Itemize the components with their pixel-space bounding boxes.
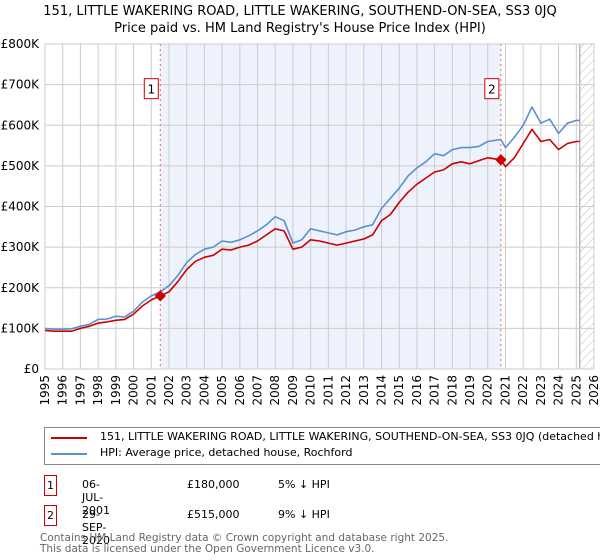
x-tick-label: 2024 — [552, 375, 566, 406]
x-tick-label: 2008 — [268, 375, 282, 406]
y-tick-label: £500K — [1, 159, 41, 173]
sale-label-box — [143, 78, 159, 100]
sale-point[interactable] — [154, 290, 166, 302]
x-tick-label: 2017 — [428, 375, 442, 406]
x-tick-label: 2016 — [410, 375, 424, 406]
y-tick-label: £700K — [1, 78, 41, 92]
x-tick-label: 2005 — [215, 375, 229, 406]
x-tick-label: 2003 — [180, 375, 194, 406]
x-tick-label: 2012 — [339, 375, 353, 406]
y-tick-label: £600K — [1, 118, 41, 132]
x-tick-label: 2023 — [534, 375, 548, 406]
x-tick-label: 1995 — [38, 375, 52, 406]
x-tick-label: 2019 — [463, 375, 477, 406]
x-tick-label: 2002 — [162, 375, 176, 406]
legend-swatch-hpi — [51, 453, 87, 455]
chart-subtitle: Price paid vs. HM Land Registry's House … — [114, 21, 486, 36]
sale-hpi-diff: 9% ↓ HPI — [278, 508, 330, 521]
legend-swatch-price — [51, 437, 87, 439]
y-tick-label: £300K — [1, 240, 41, 254]
legend: 151, LITTLE WAKERING ROAD, LITTLE WAKERI… — [44, 427, 600, 465]
x-tick-label: 2021 — [498, 375, 512, 406]
hpi-line — [45, 106, 580, 330]
price-chart: £0 £100K £200K £300K £400K £500K £600K £700K £80… — [1, 37, 600, 406]
x-tick-label: 1997 — [73, 375, 87, 406]
sale-date: 29-SEP-2020 — [82, 508, 110, 547]
plot-border — [44, 43, 595, 370]
x-tick-label: 1996 — [56, 375, 70, 406]
x-tick-label: 2006 — [233, 375, 247, 406]
y-tick-label: £0 — [24, 362, 39, 376]
footer-copyright: Contains HM Land Registry data © Crown c… — [40, 532, 449, 544]
x-tick-label: 2025 — [569, 375, 583, 406]
x-tick-label: 2020 — [481, 375, 495, 406]
x-tick-label: 1999 — [109, 375, 123, 406]
x-tick-label: 2004 — [197, 375, 211, 406]
chart-title: 151, LITTLE WAKERING ROAD, LITTLE WAKERI… — [43, 4, 557, 19]
sale-price: £180,000 — [187, 478, 240, 491]
sale-point[interactable] — [495, 154, 507, 166]
x-tick-label: 2011 — [321, 375, 335, 406]
footer-licence: This data is licensed under the Open Gov… — [40, 543, 375, 555]
y-tick-label: £800K — [1, 37, 41, 51]
sale-label-box — [484, 78, 500, 100]
sale-hpi-diff: 5% ↓ HPI — [278, 478, 330, 491]
y-tick-label: £200K — [1, 281, 41, 295]
x-tick-label: 2022 — [516, 375, 530, 406]
y-tick-label: £100K — [1, 321, 41, 335]
sale-price: £515,000 — [187, 508, 240, 521]
sale-number-badge: 2 — [44, 505, 57, 526]
x-tick-label: 2013 — [357, 375, 371, 406]
legend-label-price: 151, LITTLE WAKERING ROAD, LITTLE WAKERI… — [100, 430, 600, 443]
x-tick-label: 2009 — [286, 375, 300, 406]
sale-label-number: 1 — [147, 83, 155, 97]
x-tick-label: 2018 — [445, 375, 459, 406]
sale-label-number: 2 — [488, 83, 496, 97]
x-tick-label: 2014 — [374, 375, 388, 406]
x-tick-label: 2015 — [392, 375, 406, 406]
legend-label-hpi: HPI: Average price, detached house, Roch… — [100, 446, 353, 459]
footer: Contains HM Land Registry data © Crown c… — [40, 533, 448, 555]
x-tick-label: 2026 — [587, 375, 600, 406]
x-tick-label: 2007 — [251, 375, 265, 406]
y-tick-label: £400K — [1, 200, 41, 214]
x-tick-label: 2000 — [127, 375, 141, 406]
sale-date: 06-JUL-2001 — [82, 478, 110, 517]
x-tick-label: 1998 — [91, 375, 105, 406]
x-tick-label: 2010 — [304, 375, 318, 406]
sale-number-badge: 1 — [44, 475, 57, 496]
x-tick-label: 2001 — [144, 375, 158, 406]
